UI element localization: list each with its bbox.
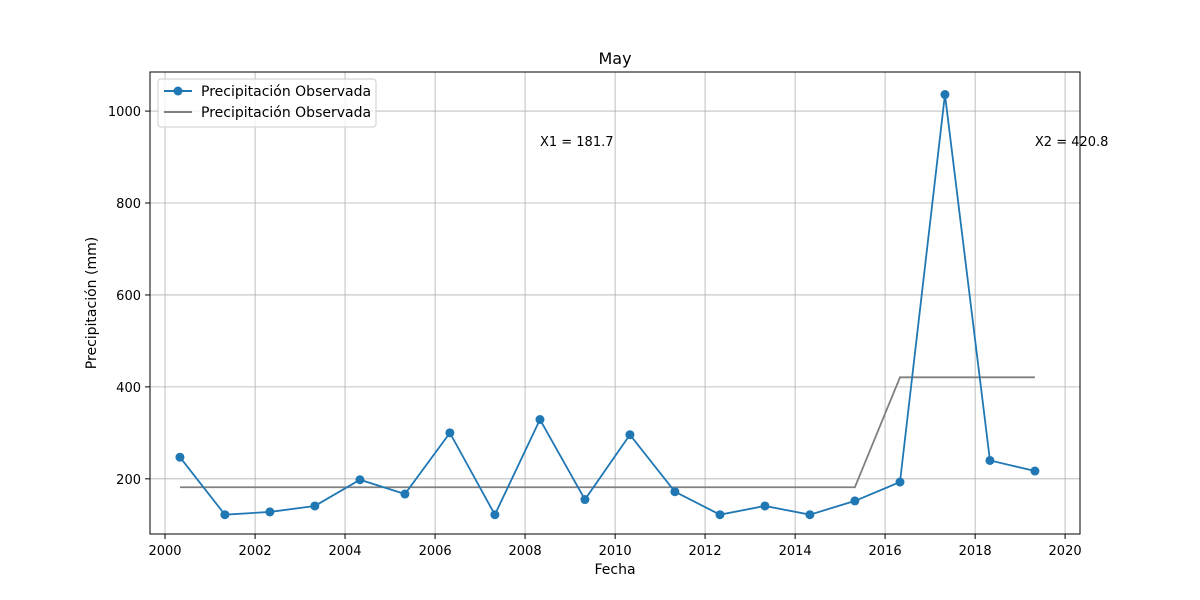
data-point: [535, 415, 545, 425]
grid: [150, 72, 1080, 534]
x-tick-label: 2014: [779, 544, 812, 559]
y-tick-label: 400: [116, 381, 141, 396]
x-tick-label: 2016: [869, 544, 902, 559]
data-point: [445, 428, 455, 438]
legend-marker-observada: [173, 86, 183, 96]
data-point: [400, 489, 410, 499]
data-point: [805, 510, 815, 520]
data-point: [220, 510, 230, 520]
annotation-2: X2 = 420.8: [1035, 135, 1109, 150]
legend-box: [157, 78, 377, 128]
x-axis-label: Fecha: [594, 562, 635, 578]
data-point: [265, 507, 275, 517]
data-point: [985, 455, 995, 465]
data-point: [940, 90, 950, 100]
data-point: [670, 487, 680, 497]
data-point: [490, 510, 500, 520]
x-tick-label: 2012: [689, 544, 722, 559]
x-tick-label: 2002: [239, 544, 272, 559]
x-tick-label: 2000: [148, 544, 181, 559]
series-line-0: [179, 94, 1036, 517]
y-tick-label: 200: [116, 473, 141, 488]
legend-label-observada: Precipitación Observada: [201, 84, 371, 100]
data-point: [850, 496, 860, 506]
data-point: [580, 495, 590, 505]
data-point: [355, 475, 365, 485]
series-layer: [175, 90, 1040, 520]
y-axis-label: Precipitación (mm): [84, 237, 100, 369]
data-point: [760, 501, 770, 511]
legend: Precipitación Observada Precipitación Ob…: [157, 78, 377, 128]
x-tick-label: 2020: [1049, 544, 1082, 559]
x-tick-label: 2010: [599, 544, 632, 559]
y-tick-label: 800: [116, 197, 141, 212]
annotations: X1 = 181.7 X2 = 420.8: [540, 135, 1109, 150]
y-tick-label: 600: [116, 289, 141, 304]
data-point: [895, 477, 905, 487]
chart-title: May: [598, 49, 631, 68]
x-tick-label: 2006: [419, 544, 452, 559]
y-axis: 200 400 600 800 1000: [108, 105, 150, 488]
data-point: [1030, 466, 1040, 476]
x-axis: 2000 2002 2004 2006 2008 2010 2012 2014 2016 2018…: [148, 534, 1082, 559]
x-tick-label: 2018: [959, 544, 992, 559]
y-tick-label: 1000: [108, 105, 141, 120]
series-line-1: [179, 376, 1035, 489]
data-point: [310, 501, 320, 511]
legend-label-media: Precipitación Observada: [201, 105, 371, 121]
x-tick-label: 2008: [509, 544, 542, 559]
annotation-1: X1 = 181.7: [540, 135, 614, 150]
data-point: [715, 510, 725, 520]
data-point: [175, 452, 185, 462]
x-tick-label: 2004: [328, 544, 361, 559]
data-point: [625, 430, 635, 440]
